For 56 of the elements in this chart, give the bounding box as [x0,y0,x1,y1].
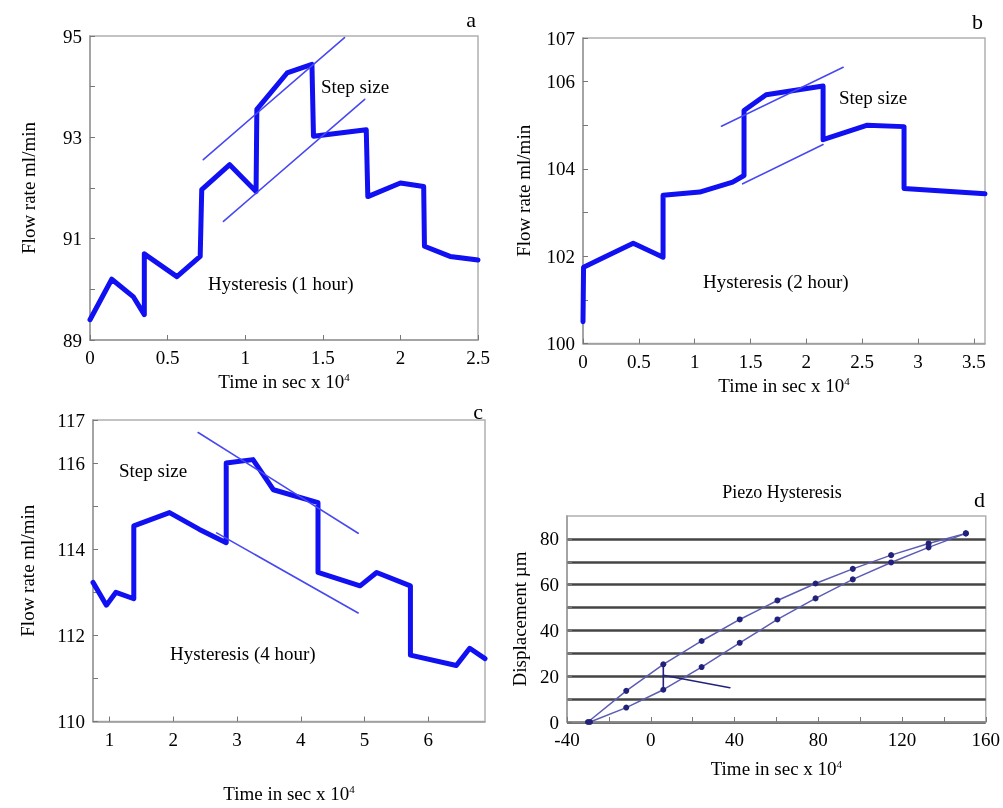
y-tick-label: 112 [57,624,85,646]
chart-title: Piezo Hysteresis [722,482,842,502]
annotation: Hysteresis (2 hour) [703,270,849,293]
y-tick-label: 117 [57,409,85,431]
x-tick-label: 3 [913,350,923,372]
y-tick-label: 116 [57,452,85,474]
x-tick-label: 1.5 [738,350,763,372]
x-tick-label: 2 [801,350,812,372]
y-axis-title: Flow rate ml/min [513,124,534,257]
y-tick-label: 114 [57,538,86,560]
x-tick-label: 1 [240,347,250,368]
y-tick-label: 110 [57,711,85,732]
x-tick-label: 2 [395,347,406,368]
y-tick-label: 40 [540,619,559,641]
y-tick-label: 95 [63,25,82,47]
y-tick-label: 89 [63,329,82,351]
y-tick-label: 91 [63,228,82,250]
x-tick-label: 3.5 [961,350,986,372]
text: a [466,6,477,32]
annotation: Step size [839,86,908,108]
x-tick-label: 1 [689,350,700,372]
annotation: Hysteresis (4 hour) [170,642,316,665]
x-tick-label: 3 [232,728,242,750]
x-tick-label: 0 [646,729,656,750]
x-tick-label: 80 [808,729,828,750]
x-tick-label: 1 [104,728,115,750]
y-tick-label: 80 [540,528,559,550]
y-tick-label: 100 [546,333,575,355]
x-tick-label: 40 [725,729,744,750]
y-tick-label: 20 [540,665,559,687]
text: b [972,8,983,34]
y-tick-label: 60 [540,574,559,596]
y-tick-label: 107 [546,27,575,49]
x-tick-label: 6 [423,728,434,750]
annotation: c [473,398,484,424]
annotation: Step size [119,459,188,481]
x-tick-label: 5 [359,728,370,750]
x-tick-label: 160 [971,729,1000,750]
x-tick-label: 1.5 [310,347,335,368]
x-tick-label: 2.5 [850,350,875,372]
x-tick-label: 2.5 [466,347,490,368]
y-tick-label: 102 [546,245,575,267]
y-tick-label: 104 [546,158,576,180]
y-axis-title: Flow rate ml/min [18,121,39,254]
x-tick-label: 0.5 [155,347,180,368]
y-tick-label: 106 [546,71,575,93]
y-axis-title: Flow rate ml/min [17,504,38,637]
y-tick-label: 93 [63,126,82,148]
annotation: Hysteresis (1 hour) [208,272,354,295]
x-tick-label: 2 [168,728,179,750]
text: d [974,486,985,512]
x-tick-label: 120 [887,729,917,750]
annotation: Step size [321,75,390,97]
x-tick-label: 0.5 [626,350,651,372]
x-tick-label: 4 [296,728,307,750]
y-axis-title: Displacement µm [509,551,530,687]
